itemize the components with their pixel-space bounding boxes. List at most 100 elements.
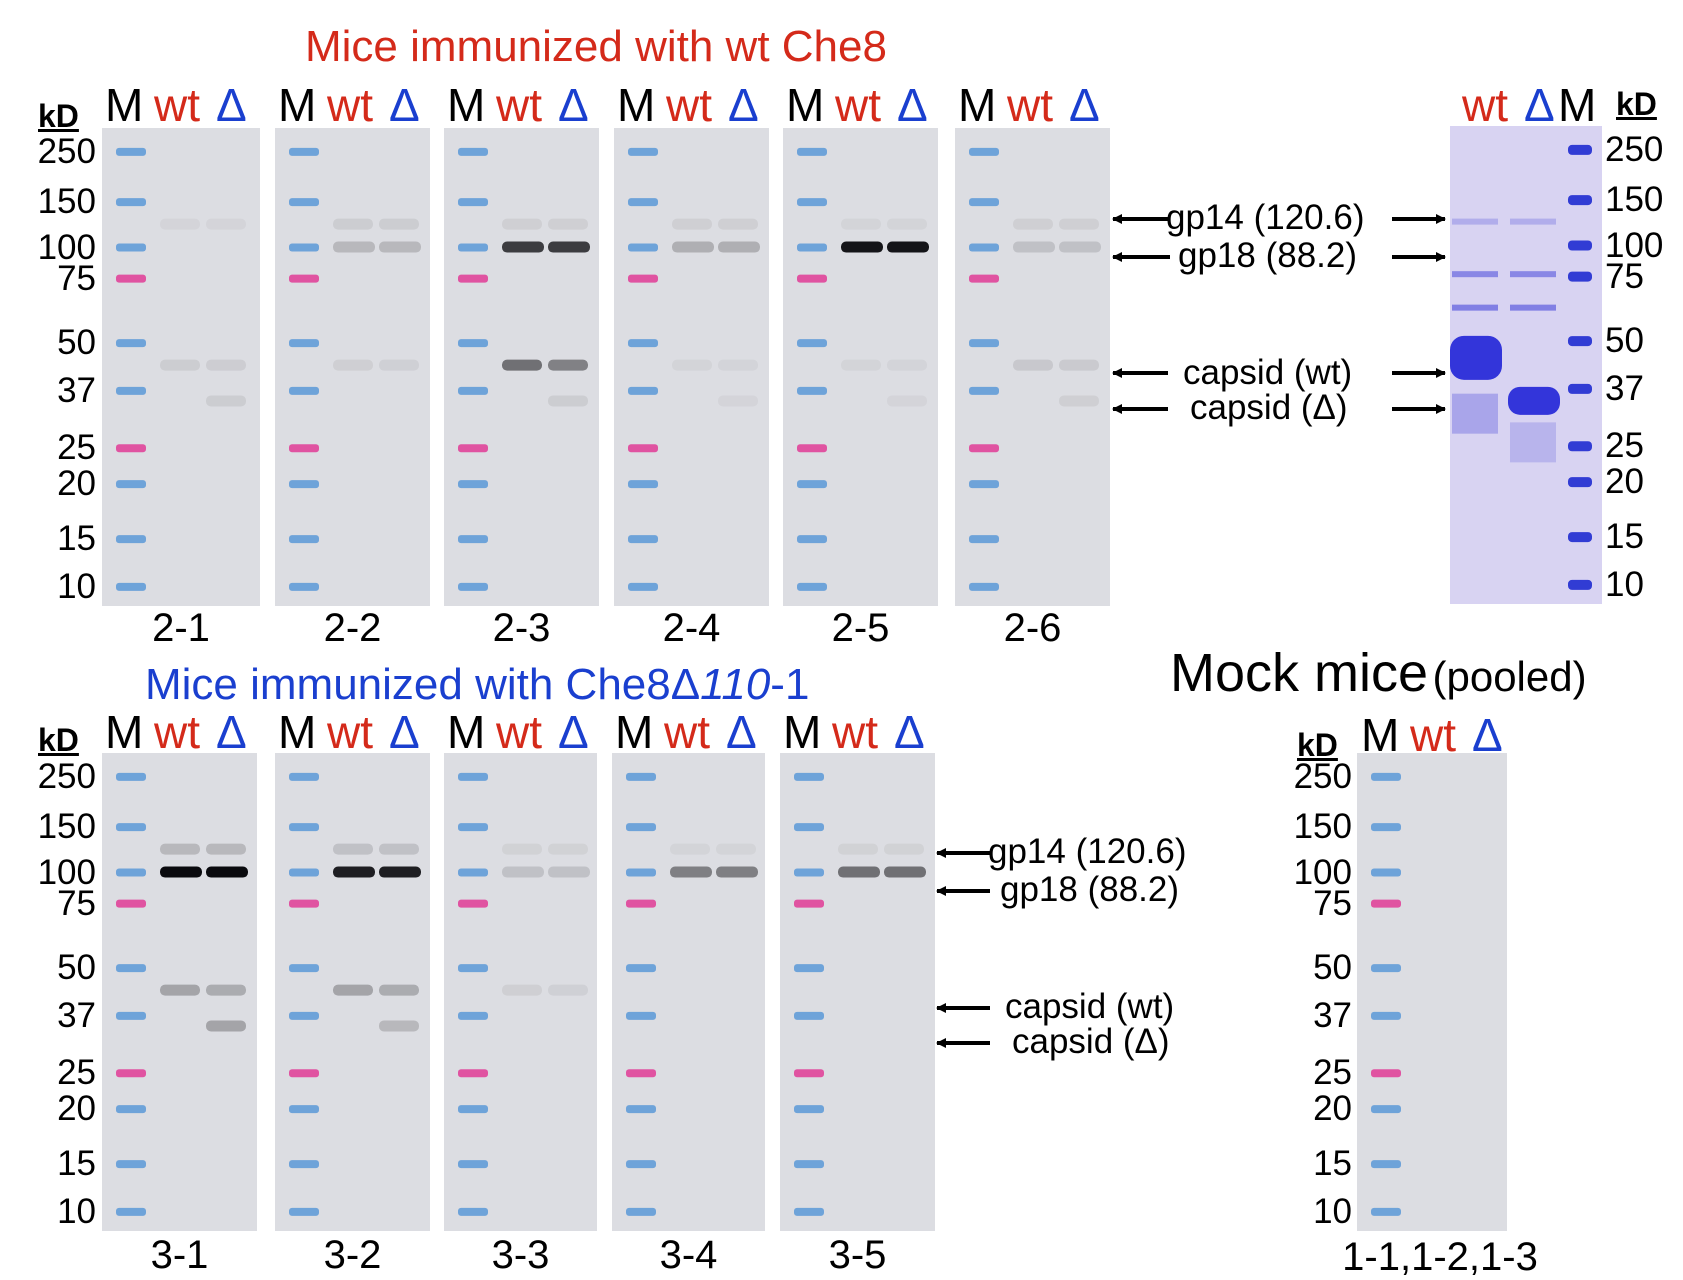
protein-band — [887, 359, 927, 371]
mw-marker-label: 250 — [1605, 129, 1664, 169]
protein-band — [502, 866, 544, 878]
protein-band — [379, 1020, 419, 1032]
protein-band — [716, 866, 758, 878]
panel-label: 2-4 — [662, 606, 721, 650]
lane-label-delta: Δ — [728, 79, 759, 131]
protein-band — [716, 843, 756, 855]
protein-band — [379, 843, 419, 855]
ladder-band — [626, 823, 656, 832]
kd-label-top: kD — [38, 98, 79, 134]
protein-band — [548, 866, 590, 878]
protein-band — [379, 218, 419, 230]
western-blot-bottom — [780, 753, 935, 1231]
label-gp18-top: gp18 (88.2) — [1178, 236, 1358, 275]
lane-label-wt: wt — [496, 706, 542, 758]
ladder-band — [969, 444, 999, 453]
mw-marker-label: 15 — [1605, 517, 1644, 557]
western-blot-top — [614, 128, 769, 606]
ladder-band — [289, 198, 319, 207]
ladder-band — [628, 386, 658, 395]
mw-marker-label: 100 — [1293, 852, 1352, 892]
protein-band — [887, 395, 927, 407]
ladder-band — [628, 147, 658, 156]
ladder-band — [116, 274, 146, 283]
kd-label-mock: kD — [1297, 727, 1338, 763]
ladder-band — [289, 772, 319, 781]
ladder-band — [458, 1011, 488, 1020]
lane-header: wt Δ M — [1462, 78, 1622, 132]
protein-band — [548, 984, 588, 996]
protein-band — [379, 359, 419, 371]
lane-label-wt: wt — [1410, 709, 1456, 761]
ladder-band — [1371, 772, 1401, 781]
ladder-band — [116, 386, 146, 395]
mw-marker-label: 10 — [57, 1191, 96, 1231]
western-blot-bottom — [102, 753, 257, 1231]
western-blot-top — [444, 128, 599, 606]
panel-label: 3-5 — [828, 1233, 887, 1277]
protein-band — [718, 218, 758, 230]
ladder-band — [458, 147, 488, 156]
mw-marker-label: 50 — [1605, 321, 1644, 361]
protein-band — [502, 984, 542, 996]
ladder-band — [116, 899, 146, 908]
ladder-band — [116, 772, 146, 781]
ladder-band — [289, 274, 319, 283]
ladder-band — [116, 1011, 146, 1020]
ladder-band — [116, 1160, 146, 1169]
mw-marker-label: 37 — [57, 995, 96, 1035]
mw-marker-label: 25 — [1605, 426, 1644, 466]
protein-band — [838, 843, 878, 855]
mock-panel-label: 1-1,1-2,1-3 — [1342, 1235, 1538, 1279]
ladder-band — [116, 582, 146, 591]
protein-band — [672, 218, 712, 230]
ladder-band — [794, 1160, 824, 1169]
lane-label-wt: wt — [1462, 79, 1508, 131]
protein-band — [841, 241, 883, 253]
lane-label-delta: Δ — [216, 79, 247, 131]
mw-marker-label: 20 — [1313, 1089, 1352, 1129]
ladder-band — [458, 444, 488, 453]
label-gp14-top: gp14 (120.6) — [1166, 198, 1365, 237]
lane-label-delta: Δ — [1472, 709, 1503, 761]
ladder-band — [794, 899, 824, 908]
mw-marker-label: 25 — [57, 428, 96, 468]
ladder-band — [969, 535, 999, 544]
protein-band — [718, 395, 758, 407]
lane-label-marker: M — [278, 706, 317, 758]
ladder-band — [794, 1069, 824, 1078]
ladder-band — [628, 480, 658, 489]
ladder-band — [116, 1069, 146, 1078]
protein-band — [333, 359, 373, 371]
label-capsid-delta-bottom: capsid (Δ) — [1012, 1022, 1170, 1061]
mw-marker-label: 100 — [37, 227, 96, 267]
ladder-band — [289, 1105, 319, 1114]
panel-label: 2-5 — [831, 606, 890, 650]
panel-label: 3-1 — [150, 1233, 209, 1277]
lane-label-marker: M — [783, 706, 822, 758]
lane-label-marker: M — [786, 79, 825, 131]
ladder-band — [1371, 964, 1401, 973]
panel-label: 2-3 — [492, 606, 551, 650]
ladder-band — [797, 339, 827, 348]
ladder-band — [797, 582, 827, 591]
bottom-title: Mice immunized with Che8Δ110-1 — [145, 660, 810, 709]
ladder-band — [289, 899, 319, 908]
mw-marker-label: 25 — [57, 1053, 96, 1093]
protein-band — [548, 843, 588, 855]
protein-band — [841, 359, 881, 371]
label-capsid-wt-top: capsid (wt) — [1183, 353, 1353, 392]
mw-marker-label: 150 — [37, 182, 96, 222]
protein-band — [206, 359, 246, 371]
top-title: Mice immunized with wt Che8 — [305, 22, 887, 71]
ladder-band — [797, 386, 827, 395]
ladder-band — [626, 1207, 656, 1216]
protein-band — [887, 241, 929, 253]
protein-band — [548, 241, 590, 253]
protein-band — [379, 984, 419, 996]
protein-band — [1059, 395, 1099, 407]
